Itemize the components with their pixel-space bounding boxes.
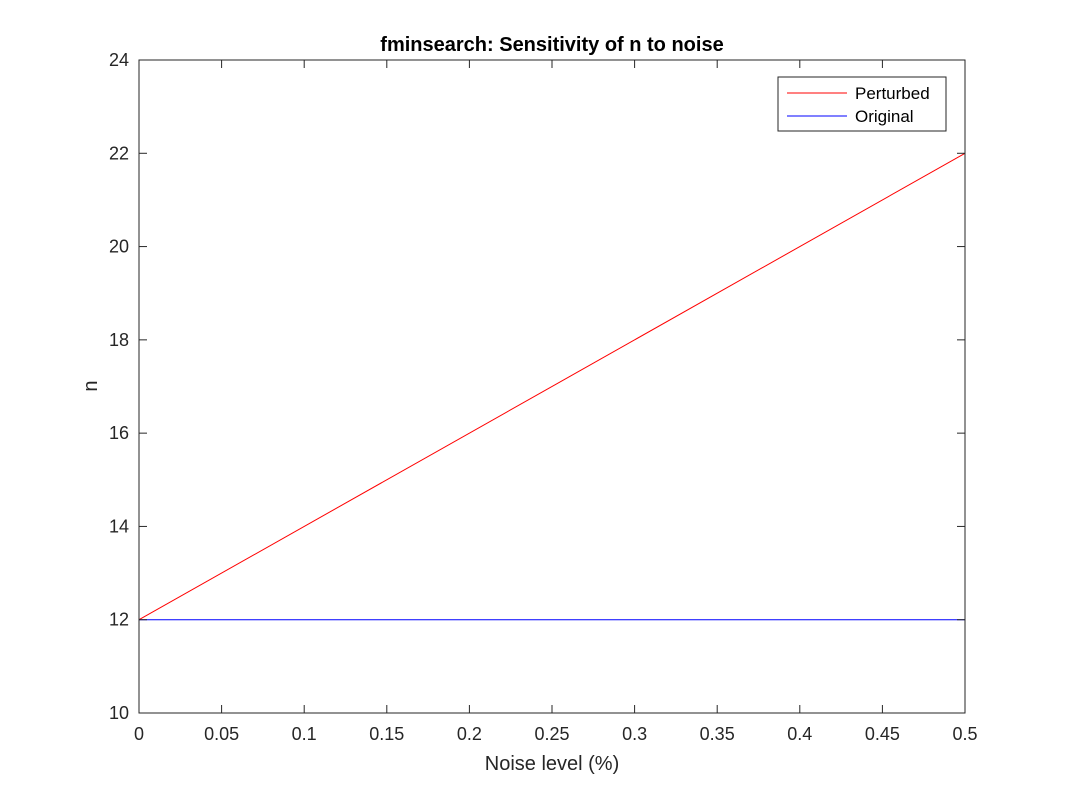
x-tick-label: 0.45 [865,724,900,744]
y-tick-label: 24 [109,50,129,70]
x-tick-label: 0.25 [534,724,569,744]
x-tick-label: 0.2 [457,724,482,744]
y-tick-label: 12 [109,610,129,630]
x-tick-label: 0.4 [787,724,812,744]
x-axis-ticks: 0 0.05 0.1 0.15 0.2 0.25 0.3 0.35 0.4 0.45 0.5 [134,60,978,744]
legend-label-original: Original [855,107,914,126]
legend: Perturbed Original [777,76,947,132]
x-tick-label: 0 [134,724,144,744]
x-tick-label: 0.35 [700,724,735,744]
x-tick-label: 0.5 [952,724,977,744]
x-tick-label: 0.05 [204,724,239,744]
legend-box [777,76,947,132]
x-tick-label: 0.3 [622,724,647,744]
y-axis-ticks: 10 12 14 16 18 20 22 24 [109,50,965,723]
y-tick-label: 14 [109,516,129,536]
legend-label-perturbed: Perturbed [855,84,930,103]
x-tick-label: 0.15 [369,724,404,744]
y-tick-label: 18 [109,330,129,350]
x-axis-label: Noise level (%) [485,753,619,775]
y-tick-label: 10 [109,703,129,723]
series-layer [138,152,966,621]
x-tick-label: 0.1 [292,724,317,744]
y-tick-label: 20 [109,237,129,257]
y-tick-label: 16 [109,423,129,443]
series-line-perturbed [138,152,966,621]
y-tick-label: 22 [109,143,129,163]
chart-title: fminsearch: Sensitivity of n to noise [380,34,723,56]
y-axis-label: n [80,380,102,391]
